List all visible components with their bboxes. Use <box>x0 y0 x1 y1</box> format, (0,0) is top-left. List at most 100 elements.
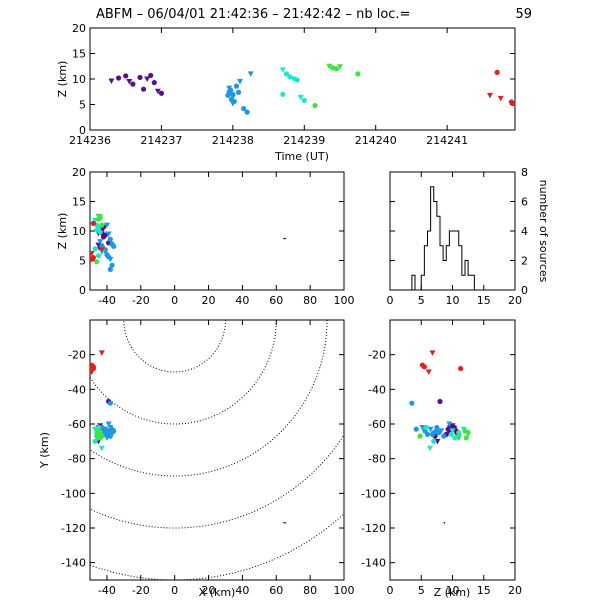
plot-title: ABFM – 06/04/01 21:42:36 – 21:42:42 – nb… <box>96 7 410 22</box>
zy-source-point <box>449 428 456 434</box>
xz-source-point <box>103 222 110 229</box>
plan-source-point <box>92 438 98 444</box>
time_z-xtick-label: 214237 <box>140 134 182 147</box>
hist-ytick-label: 4 <box>521 225 528 238</box>
time-height-source-point <box>240 105 247 112</box>
time-height-source-point <box>229 100 236 107</box>
xy-ytick-label: -40 <box>68 383 86 396</box>
time-height-source-point <box>312 102 318 109</box>
xy-xtick-label: 60 <box>269 584 283 597</box>
xz-ytick-label: 5 <box>79 255 86 268</box>
xz-source-point <box>97 239 104 245</box>
xz-source-point <box>93 228 100 234</box>
xy-ytick-label: -20 <box>68 349 86 362</box>
zy-xtick-label: 5 <box>418 584 425 597</box>
zy-source-point <box>464 430 471 436</box>
xz-source-point <box>107 266 113 272</box>
time-height-source-point <box>140 86 147 92</box>
xy-xtick-label: 100 <box>334 584 355 597</box>
height-histogram-bars <box>390 186 515 291</box>
plan-y-label: Y (km) <box>38 432 51 469</box>
xy-xtick-label: -40 <box>98 584 116 597</box>
time-height-source-point <box>123 73 129 79</box>
time_z-xtick-label: 214239 <box>283 134 325 147</box>
hist-ytick-label: 8 <box>521 166 528 179</box>
time_z-xtick-label: 214241 <box>426 134 468 147</box>
xz-ytick-label: 20 <box>72 166 86 179</box>
zy-ytick-label: -40 <box>368 383 386 396</box>
zy-ytick-label: -80 <box>368 453 386 466</box>
zy-source-point <box>456 433 462 439</box>
time-height-source-point <box>494 69 500 75</box>
z-y-panel <box>389 319 516 581</box>
xz-xtick-label: 40 <box>235 294 249 307</box>
zy-source-point <box>463 435 469 441</box>
x-z-panel <box>89 171 345 291</box>
zy-source-point <box>429 431 436 437</box>
zy-xtick-label: 20 <box>508 584 522 597</box>
xz-xtick-label: 80 <box>303 294 317 307</box>
plan-source-point <box>99 433 105 439</box>
source-count: 59 <box>515 7 532 22</box>
time-height-source-point <box>137 74 143 81</box>
time-height-source-point <box>233 83 240 89</box>
hist-ytick-label: 6 <box>521 196 528 209</box>
time-height-source-point <box>280 91 286 97</box>
time_z-ytick-label: 0 <box>79 124 86 137</box>
time-height-source-point <box>337 64 343 70</box>
time-panel-z-label: Z (km) <box>56 61 69 98</box>
time-height-source-point <box>108 78 115 85</box>
zy-source-point <box>458 365 464 372</box>
zy-xtick-label: 15 <box>477 584 491 597</box>
plan-source-point <box>107 433 113 439</box>
xz-source-point <box>90 220 96 226</box>
hist-xtick-label: 0 <box>387 294 394 307</box>
hist-xtick-label: 20 <box>508 294 522 307</box>
zy-source-point <box>425 369 432 375</box>
zy-source-point <box>427 445 433 452</box>
time-height-source-point <box>290 76 297 82</box>
xz-source-point <box>99 222 105 228</box>
xz-source-point <box>107 256 114 263</box>
time_z-ytick-label: 10 <box>72 73 86 86</box>
plan-source-point <box>107 400 113 406</box>
time-height-source-point <box>228 87 234 93</box>
time-height-source-point <box>279 67 286 73</box>
xz-xtick-label: -40 <box>98 294 116 307</box>
time_z-xtick-label: 214240 <box>355 134 397 147</box>
zy-source-point <box>429 350 436 356</box>
zy-source-point <box>427 426 434 433</box>
time-height-panel <box>89 27 516 131</box>
hist-ytick-label: 2 <box>521 255 528 268</box>
xy-ytick-label: -120 <box>61 522 86 535</box>
zy-source-point <box>445 426 451 432</box>
xz-source-point <box>97 229 103 235</box>
time-height-source-point <box>237 79 243 85</box>
hist-xtick-label: 10 <box>446 294 460 307</box>
plan-source-point <box>88 369 95 375</box>
chart-marks: 214236 214237 214238 214239 214240 214241 0 5 10… <box>61 22 528 597</box>
zy-source-point <box>437 398 443 405</box>
histogram-count-label: number of sources <box>537 180 550 283</box>
plan-x-label: X (km) <box>199 586 236 599</box>
time-height-source-point <box>235 89 242 95</box>
time-height-source-point <box>151 79 157 86</box>
time-height-source-point <box>510 100 516 107</box>
xz-panel-z-label: Z (km) <box>56 213 69 250</box>
plan-source-point <box>98 445 105 452</box>
time-height-source-point <box>301 97 307 104</box>
xz-ytick-label: 10 <box>72 225 86 238</box>
zy-source-point <box>433 428 439 434</box>
xz-ytick-label: 15 <box>72 196 86 209</box>
time_z-ytick-label: 15 <box>72 48 86 61</box>
zy-source-point <box>431 438 437 444</box>
time-height-source-point <box>487 92 493 99</box>
xz-source-point <box>94 259 100 265</box>
xy-xtick-label: 0 <box>171 584 178 597</box>
time_z-xtick-label: 214236 <box>69 134 111 147</box>
zy-ytick-label: -20 <box>368 349 386 362</box>
xz-xtick-label: 0 <box>171 294 178 307</box>
time-height-source-point <box>154 88 161 95</box>
time-axis-label: Time (UT) <box>274 150 329 163</box>
